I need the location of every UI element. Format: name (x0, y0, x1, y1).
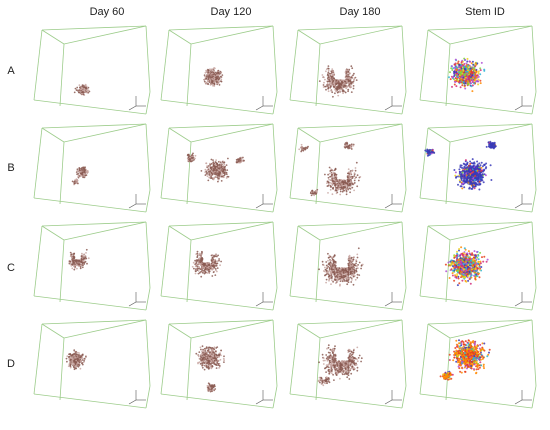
stem-id-cell-cloud (439, 339, 491, 381)
axis-glyph-icon (128, 194, 146, 209)
panel-c-day60 (28, 218, 158, 314)
axis-glyph-icon (128, 390, 146, 405)
panel-d-day180 (284, 316, 414, 412)
panel-c-day180 (284, 218, 414, 314)
cell-cloud (186, 152, 245, 183)
axis-glyph-icon (514, 390, 532, 405)
bounding-box (33, 221, 151, 311)
bounding-box (160, 25, 278, 115)
row-label-c: C (7, 262, 15, 274)
bounding-box (33, 319, 151, 409)
panel-b-stemid (414, 120, 544, 216)
scatter-plot (419, 319, 537, 409)
bounding-box (160, 319, 278, 409)
axis-glyph-icon (128, 292, 146, 307)
panel-d-day120 (155, 316, 285, 412)
cell-cloud (298, 141, 362, 197)
bounding-box (289, 221, 407, 311)
scatter-plot (33, 319, 151, 409)
bounding-box (289, 319, 407, 409)
cell-cloud (73, 83, 91, 96)
scatter-plot (289, 123, 407, 213)
cell-cloud (195, 345, 225, 393)
bounding-box (160, 123, 278, 213)
stem-id-cell-cloud (424, 140, 497, 191)
bounding-box (419, 319, 537, 409)
bounding-box (419, 221, 537, 311)
column-header-stem-id: Stem ID (465, 6, 505, 18)
scatter-plot (289, 319, 407, 409)
axis-glyph-icon (514, 292, 532, 307)
panel-a-stemid (414, 22, 544, 118)
row-label-a: A (7, 65, 15, 77)
panel-b-day60 (28, 120, 158, 216)
axis-glyph-icon (255, 292, 273, 307)
axis-glyph-icon (384, 390, 402, 405)
scatter-plot (160, 25, 278, 115)
axis-glyph-icon (255, 96, 273, 111)
scatter-plot (289, 221, 407, 311)
scatter-plot (160, 123, 278, 213)
scatter-plot (419, 25, 537, 115)
cell-cloud (318, 247, 364, 287)
stem-id-cell-cloud (444, 246, 489, 287)
row-label-b: B (7, 162, 15, 174)
bounding-box (33, 25, 151, 115)
cell-cloud (65, 349, 87, 371)
scatter-plot (419, 221, 537, 311)
cell-cloud (68, 248, 90, 271)
panel-a-day60 (28, 22, 158, 118)
panel-d-day60 (28, 316, 158, 412)
axis-glyph-icon (384, 96, 402, 111)
stem-id-cell-cloud (448, 57, 486, 93)
cell-cloud (318, 65, 358, 98)
panel-c-day120 (155, 218, 285, 314)
column-header-day60: Day 60 (89, 6, 125, 18)
bounding-box (419, 123, 537, 213)
axis-glyph-icon (255, 390, 273, 405)
scatter-plot (160, 221, 278, 311)
panel-b-day120 (155, 120, 285, 216)
scatter-plot (33, 25, 151, 115)
bounding-box (33, 123, 151, 213)
scatter-plot (160, 319, 278, 409)
panel-a-day180 (284, 22, 414, 118)
bounding-box (289, 25, 407, 115)
cell-cloud (203, 67, 224, 87)
column-header-day180: Day 180 (339, 6, 381, 18)
panel-a-day120 (155, 22, 285, 118)
scatter-plot (33, 123, 151, 213)
cell-cloud (71, 166, 89, 186)
axis-glyph-icon (255, 194, 273, 209)
axis-glyph-icon (514, 96, 532, 111)
panel-b-day180 (284, 120, 414, 216)
cell-cloud (317, 344, 363, 387)
row-label-d: D (7, 358, 15, 370)
panel-c-stemid (414, 218, 544, 314)
scatter-plot (419, 123, 537, 213)
bounding-box (289, 123, 407, 213)
cell-cloud (191, 250, 222, 278)
panel-d-stemid (414, 316, 544, 412)
axis-glyph-icon (384, 292, 402, 307)
axis-glyph-icon (128, 96, 146, 111)
scatter-plot (289, 25, 407, 115)
axis-glyph-icon (514, 194, 532, 209)
bounding-box (160, 221, 278, 311)
bounding-box (419, 25, 537, 115)
axis-glyph-icon (384, 194, 402, 209)
column-header-day120: Day 120 (210, 6, 252, 18)
scatter-plot (33, 221, 151, 311)
